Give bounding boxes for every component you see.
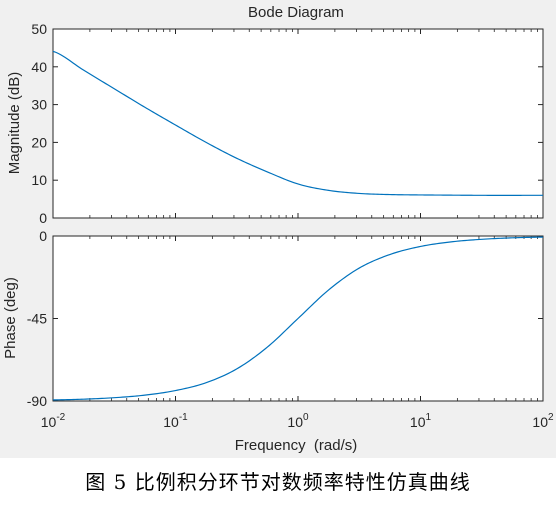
phase-ticks: -90 -45 0 <box>27 228 543 409</box>
y-tick-label: 0 <box>39 210 47 226</box>
y-tick-label: -90 <box>27 393 47 409</box>
y-tick-label: -45 <box>27 311 47 327</box>
y-tick-label: 50 <box>31 21 47 37</box>
magnitude-axis-label: Magnitude (dB) <box>6 72 23 175</box>
phase-axis-label: Phase (deg) <box>2 277 19 359</box>
y-tick-label: 40 <box>31 59 47 75</box>
frequency-ticks: 10-2 10-1 100 101 102 <box>41 29 554 430</box>
x-tick-label: 10-2 <box>41 412 66 430</box>
figure-caption: 图 5 比例积分环节对数频率特性仿真曲线 <box>85 470 471 494</box>
x-tick-label: 10-1 <box>163 412 188 430</box>
bode-figure: Bode Diagram 0 10 20 30 40 50 -90 -45 0 10-2 10-… <box>0 0 556 458</box>
y-tick-label: 0 <box>39 228 47 244</box>
magnitude-ticks: 0 10 20 30 40 50 <box>31 21 543 226</box>
x-tick-label: 101 <box>410 412 432 430</box>
x-tick-label: 100 <box>287 412 309 430</box>
y-tick-label: 30 <box>31 97 47 113</box>
y-tick-label: 10 <box>31 172 47 188</box>
y-tick-label: 20 <box>31 134 47 150</box>
frequency-axis-label: Frequency (rad/s) <box>235 437 358 454</box>
magnitude-series-line <box>52 50 543 196</box>
magnitude-axes <box>52 28 544 219</box>
x-tick-label: 102 <box>532 412 554 430</box>
phase-series-line <box>52 236 544 401</box>
chart-title: Bode Diagram <box>248 4 344 21</box>
